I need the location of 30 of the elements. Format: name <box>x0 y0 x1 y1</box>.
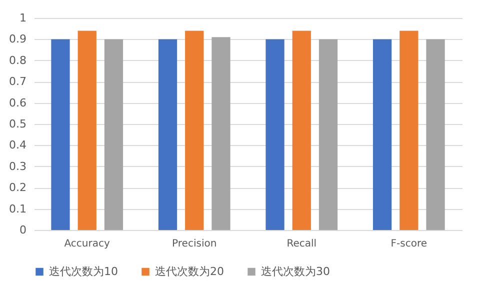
legend-label: 迭代次数为20 <box>155 264 224 278</box>
bar <box>318 39 338 230</box>
legend-label: 迭代次数为10 <box>49 264 118 278</box>
y-tick-label: 0.7 <box>9 75 26 88</box>
bar <box>426 39 445 230</box>
bar <box>51 39 70 230</box>
y-tick-label: 0.9 <box>9 32 26 46</box>
bar <box>78 30 96 230</box>
bar <box>212 37 230 230</box>
x-tick-label: Recall <box>286 238 317 250</box>
legend-label: 迭代次数为30 <box>261 264 330 278</box>
bar <box>400 30 418 230</box>
y-tick-label: 0.1 <box>9 202 26 216</box>
y-tick-label: 0.3 <box>9 160 26 173</box>
bar <box>158 39 178 230</box>
x-tick-label: Precision <box>172 238 217 250</box>
y-tick-label: 0.2 <box>9 181 26 194</box>
bar <box>266 39 284 230</box>
y-tick-label: 0.5 <box>9 118 26 130</box>
x-tick-label: Accuracy <box>64 238 110 250</box>
y-tick-label: 0.8 <box>9 54 26 67</box>
y-tick-label: 0.6 <box>9 96 26 110</box>
bar <box>372 39 392 230</box>
y-tick-label: 0 <box>20 224 26 236</box>
y-tick-label: 0.4 <box>9 138 26 152</box>
x-tick-label: F-score <box>390 238 428 250</box>
bar <box>292 30 311 230</box>
y-tick-label: 1 <box>20 12 26 24</box>
bar <box>104 39 124 230</box>
bar <box>185 30 204 230</box>
